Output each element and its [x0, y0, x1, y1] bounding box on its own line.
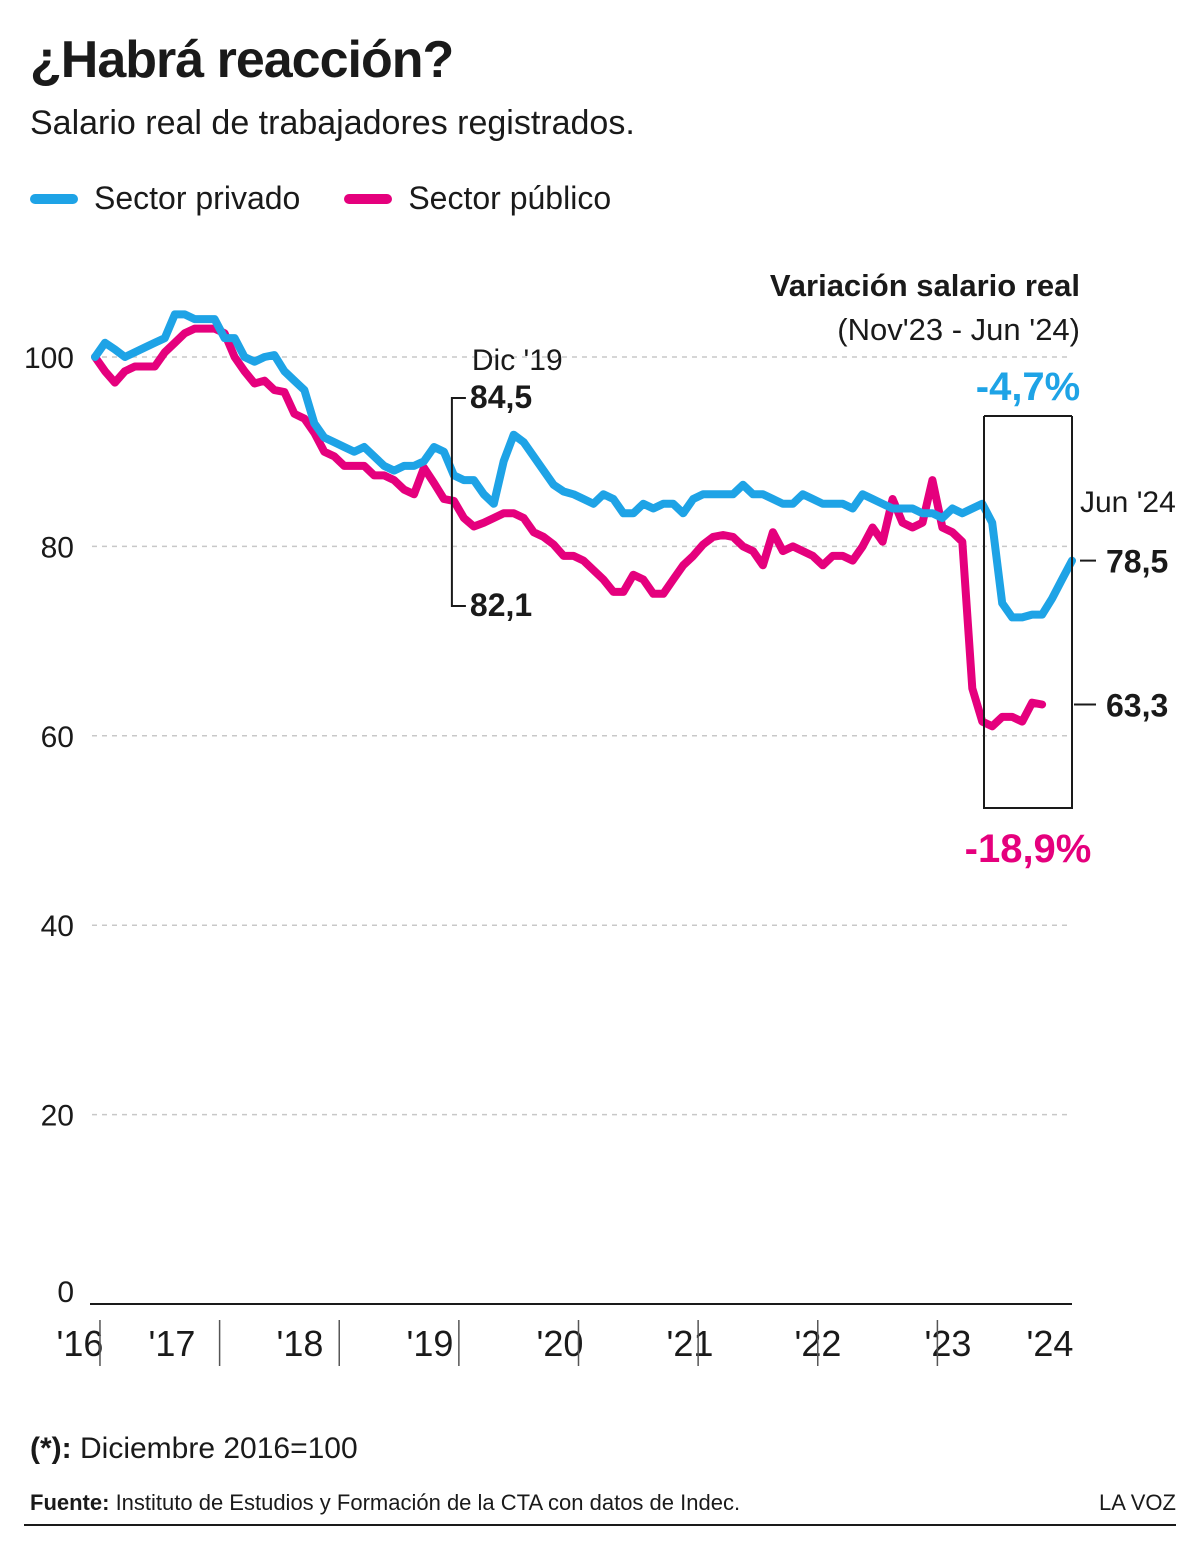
legend-item-public: Sector público: [344, 180, 611, 217]
x-tick-label-8: '24: [1027, 1323, 1074, 1364]
y-tick-label-100: 100: [24, 342, 74, 375]
legend-label-public: Sector público: [408, 180, 612, 216]
y-tick-label-0: 0: [57, 1276, 74, 1309]
legend-item-private: Sector privado: [30, 180, 300, 217]
footnote: (*): Diciembre 2016=100: [30, 1432, 358, 1466]
series-lines: [91, 310, 1076, 731]
variation-title: Variación salario real: [770, 268, 1080, 303]
footnote-text: Diciembre 2016=100: [71, 1432, 358, 1465]
jun24-public-value: 63,3: [1106, 688, 1168, 724]
legend-label-private: Sector privado: [94, 180, 301, 216]
y-tick-label-60: 60: [41, 721, 74, 754]
dic19-private-value: 84,5: [470, 379, 532, 415]
series-line-public: [91, 324, 1047, 731]
y-tick-label-80: 80: [41, 531, 74, 564]
annotations: Dic '19 84,5 82,1 Variación salario real…: [450, 268, 1176, 871]
variation-period: (Nov'23 - Jun '24): [837, 312, 1080, 347]
footer-rule: [24, 1524, 1176, 1526]
public-change-label: -18,9%: [965, 827, 1092, 871]
jun24-private-value: 78,5: [1106, 544, 1168, 580]
x-tick-label-2: '18: [277, 1323, 324, 1364]
y-gridlines: [92, 356, 1072, 1116]
legend: Sector privado Sector público: [30, 180, 655, 217]
dic19-label: Dic '19: [472, 344, 563, 377]
brand-logo-text: LA VOZ: [1098, 1490, 1176, 1515]
source-text: Instituto de Estudios y Formación de la …: [109, 1490, 741, 1515]
series-line-private: [91, 310, 1076, 622]
source-line: Fuente: Instituto de Estudios y Formació…: [30, 1490, 740, 1516]
footnote-key: (*):: [30, 1432, 72, 1465]
dic19-bracket: [450, 397, 466, 607]
x-tick-label-4: '20: [537, 1323, 584, 1364]
y-tick-labels: 0 20 40 60 80 100: [24, 342, 74, 1309]
x-tick-label-5: '21: [667, 1323, 714, 1364]
source-key: Fuente:: [30, 1490, 110, 1515]
x-tick-label-0: '16: [57, 1323, 104, 1364]
x-tick-label-7: '23: [925, 1323, 972, 1364]
x-tick-labels: '16'17'18'19'20'21'22'23'24: [57, 1320, 1074, 1366]
legend-swatch-private: [30, 193, 78, 204]
x-tick-label-1: '17: [149, 1323, 196, 1364]
y-tick-label-20: 20: [41, 1100, 74, 1133]
chart-subtitle: Salario real de trabajadores registrados…: [30, 104, 635, 142]
chart-title: ¿Habrá reacción?: [30, 31, 454, 89]
private-change-label: -4,7%: [976, 365, 1081, 409]
dic19-public-value: 82,1: [470, 587, 532, 623]
variation-bracket-box: [983, 415, 1073, 809]
y-tick-label-40: 40: [41, 910, 74, 943]
x-tick-label-3: '19: [407, 1323, 454, 1364]
jun24-label: Jun '24: [1080, 486, 1176, 519]
legend-swatch-public: [344, 193, 393, 204]
